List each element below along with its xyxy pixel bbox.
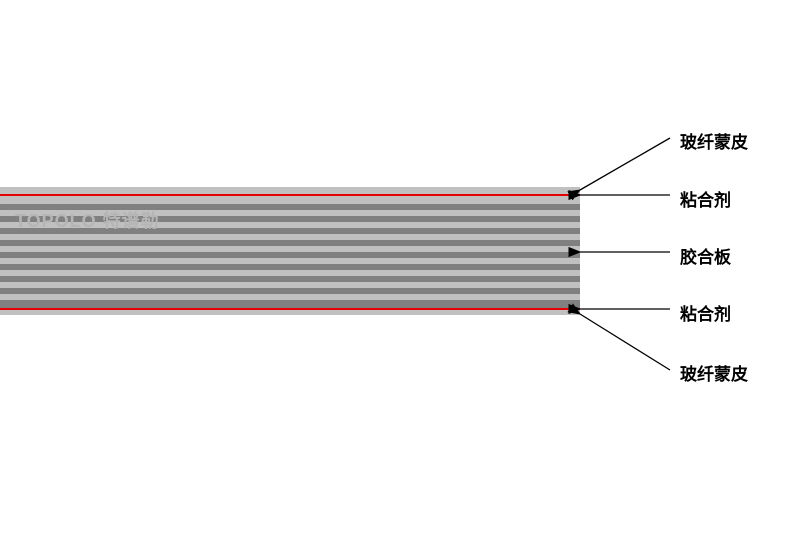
layer-2 [0, 196, 580, 204]
label-1: 粘合剂 [680, 186, 731, 211]
label-3: 粘合剂 [680, 300, 731, 325]
arrow-4 [580, 314, 670, 370]
label-2: 胶合板 [680, 243, 731, 268]
arrow-0 [580, 138, 670, 190]
watermark: TOPOLO 特谱勒 [15, 207, 160, 233]
label-0: 玻纤蒙皮 [680, 128, 748, 153]
label-4: 玻纤蒙皮 [680, 360, 748, 385]
layer-19 [0, 300, 580, 308]
layer-21 [0, 310, 580, 315]
layer-0 [0, 187, 580, 194]
